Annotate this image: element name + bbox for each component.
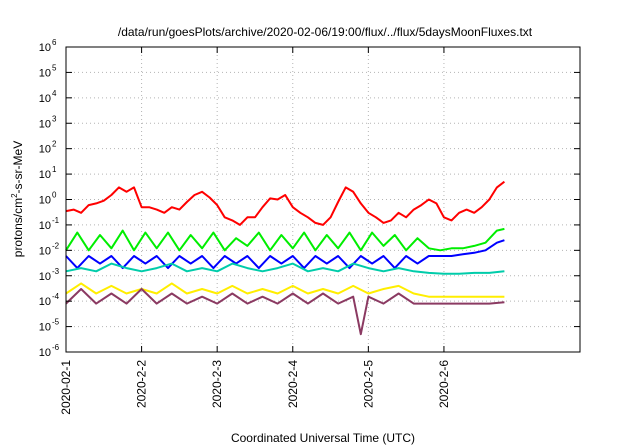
x-tick-label: 2020-2-2 bbox=[135, 360, 149, 408]
y-tick-exponent: 5 bbox=[52, 63, 57, 72]
series-line-1 bbox=[65, 180, 506, 226]
y-tick-exponent: 3 bbox=[52, 114, 57, 123]
y-tick-base: 10 bbox=[39, 322, 51, 334]
chart-title: /data/run/goesPlots/archive/2020-02-06/1… bbox=[118, 25, 533, 39]
series-layer bbox=[65, 180, 506, 336]
y-tick-exponent: -3 bbox=[52, 267, 60, 276]
y-tick-exponent: 4 bbox=[52, 89, 57, 98]
y-tick-label: 10 bbox=[39, 67, 51, 79]
y-tick-base: 10 bbox=[39, 169, 51, 181]
x-axis-label: Coordinated Universal Time (UTC) bbox=[231, 431, 415, 445]
y-axis-label-sup: 2 bbox=[10, 193, 19, 198]
x-tick-label: 2020-2-5 bbox=[361, 360, 375, 408]
y-tick-exponent: 0 bbox=[52, 191, 57, 200]
y-tick-base: 10 bbox=[39, 347, 51, 359]
series-line-2 bbox=[65, 227, 505, 252]
y-axis-label-base: protons/cm bbox=[11, 198, 25, 257]
y-tick-exponent: 1 bbox=[52, 165, 57, 174]
x-tick-labels: 2020-02-1 2020-2-2 2020-2-3 2020-2-4 2020-2-… bbox=[59, 360, 451, 415]
y-tick-exponent: -2 bbox=[52, 241, 60, 250]
y-tick-exponent: -6 bbox=[52, 343, 60, 352]
y-tick-label: 10 bbox=[39, 245, 51, 257]
y-tick-exponent: -5 bbox=[52, 318, 60, 327]
y-tick-label: 10 bbox=[39, 93, 51, 105]
y-axis-label: protons/cm2-s-sr-MeV bbox=[10, 141, 25, 257]
y-tick-exponent: -1 bbox=[52, 216, 60, 225]
y-tick-base: 10 bbox=[39, 93, 51, 105]
y-tick-label: 10 bbox=[39, 144, 51, 156]
y-tick-base: 10 bbox=[39, 220, 51, 232]
series-line-6 bbox=[65, 288, 505, 336]
x-tick-label: 2020-02-1 bbox=[59, 360, 73, 415]
series-line-4 bbox=[65, 262, 505, 275]
grid bbox=[66, 47, 580, 352]
y-tick-label: 10 bbox=[39, 220, 51, 232]
x-tick-label: 2020-2-4 bbox=[286, 360, 300, 408]
y-tick-label: 10 bbox=[39, 296, 51, 308]
x-tick-label: 2020-2-6 bbox=[437, 360, 451, 408]
y-tick-label: 10 bbox=[39, 271, 51, 283]
y-tick-exponent: 2 bbox=[52, 140, 57, 149]
y-tick-label: 10 bbox=[39, 169, 51, 181]
y-tick-base: 10 bbox=[39, 118, 51, 130]
y-axis-label-rest: -s-sr-MeV bbox=[11, 141, 25, 194]
y-tick-base: 10 bbox=[39, 296, 51, 308]
y-tick-base: 10 bbox=[39, 42, 51, 54]
y-tick-label: 10 bbox=[39, 195, 51, 207]
axis-ticks bbox=[65, 46, 580, 353]
series-line-5 bbox=[65, 282, 505, 298]
y-tick-base: 10 bbox=[39, 245, 51, 257]
y-tick-labels: 10 -610 -510 -410 -310 -210 -110 010 110 210 310 41… bbox=[39, 38, 60, 359]
x-tick-label: 2020-2-3 bbox=[210, 360, 224, 408]
y-tick-label: 10 bbox=[39, 118, 51, 130]
y-tick-label: 10 bbox=[39, 347, 51, 359]
y-tick-exponent: 6 bbox=[52, 38, 57, 47]
y-tick-exponent: -4 bbox=[52, 292, 60, 301]
y-tick-base: 10 bbox=[39, 195, 51, 207]
y-tick-base: 10 bbox=[39, 144, 51, 156]
y-tick-label: 10 bbox=[39, 42, 51, 54]
y-tick-base: 10 bbox=[39, 67, 51, 79]
series-line-3 bbox=[65, 239, 505, 270]
y-tick-base: 10 bbox=[39, 271, 51, 283]
y-tick-label: 10 bbox=[39, 322, 51, 334]
